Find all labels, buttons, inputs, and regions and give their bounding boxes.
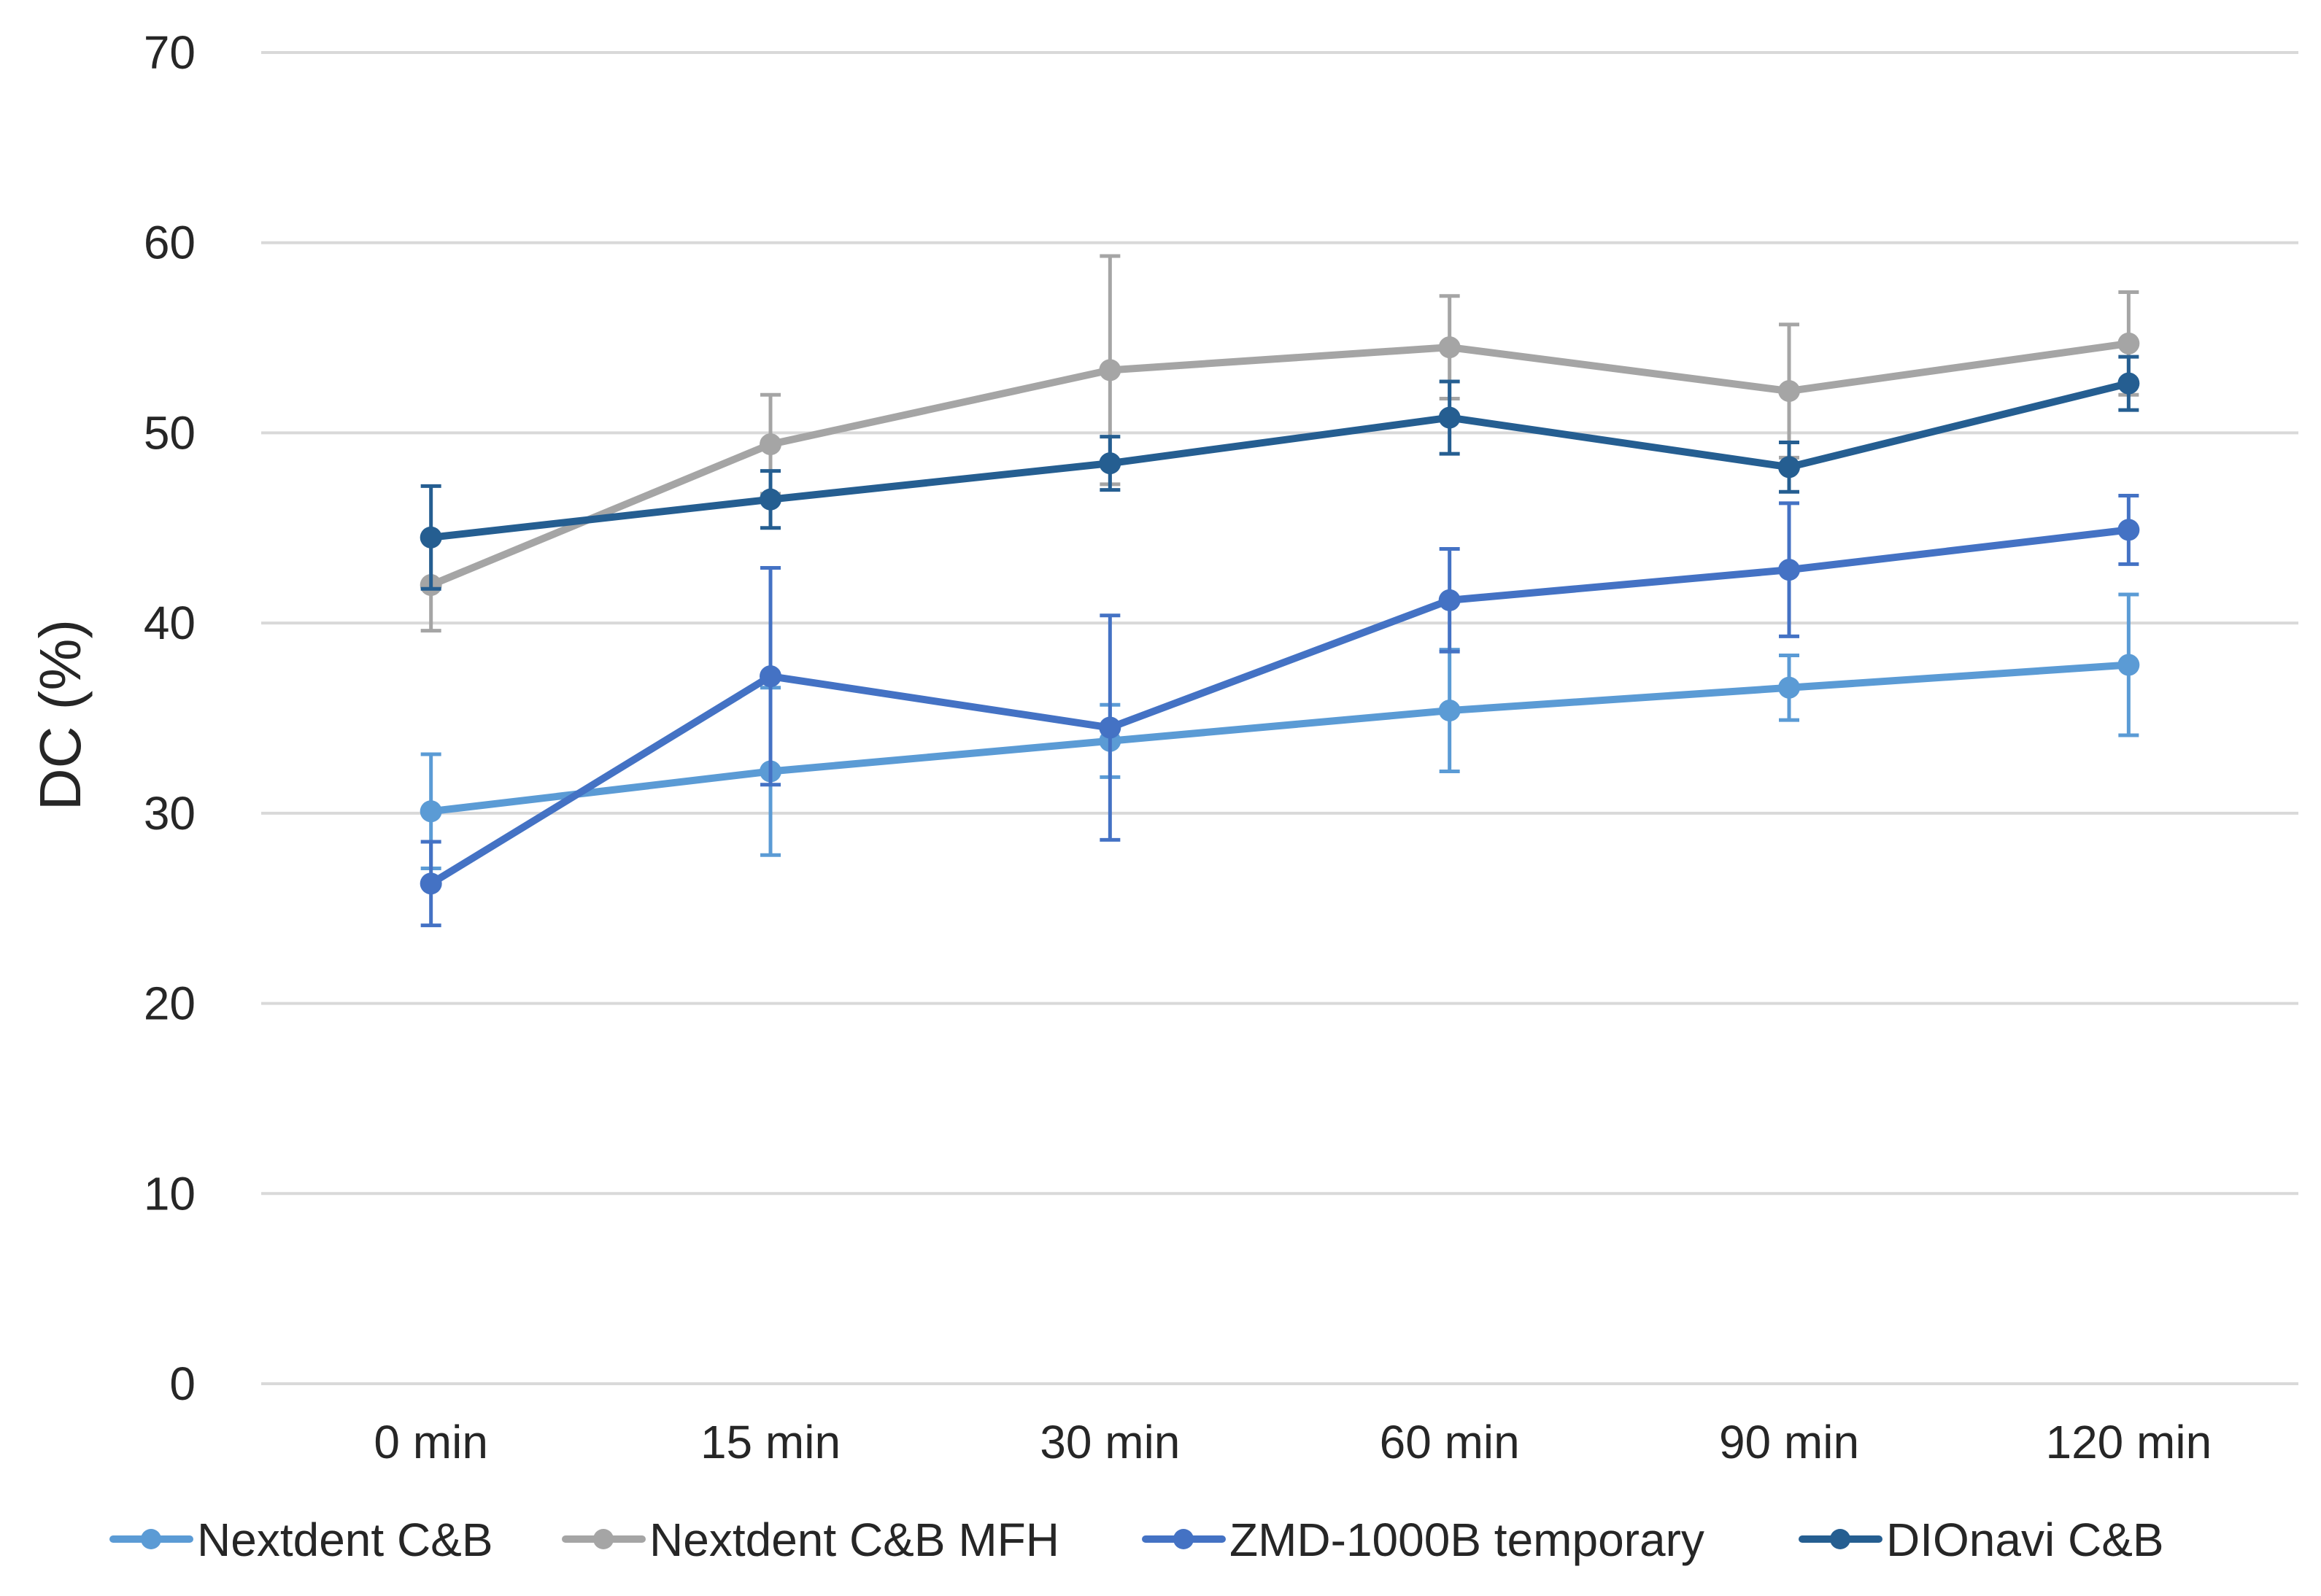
y-tick-label: 30 <box>144 787 196 840</box>
series-line <box>427 379 2133 541</box>
data-point <box>760 665 781 688</box>
legend-item: ZMD-1000B temporary <box>1142 1514 1704 1566</box>
series-3 <box>420 355 2140 591</box>
y-axis-ticks: 0 10 20 30 40 50 60 70 <box>144 26 196 1410</box>
legend-label: Nextdent C&B MFH <box>649 1514 1059 1566</box>
legend: Nextdent C&B Nextdent C&B MFH ZMD-1000B te… <box>109 1514 2164 1566</box>
data-point <box>1778 456 1800 479</box>
series-group <box>420 254 2140 928</box>
legend-marker <box>593 1529 614 1549</box>
y-tick-label: 60 <box>144 217 196 269</box>
data-point <box>2117 372 2140 395</box>
data-point <box>1099 452 1121 475</box>
data-point <box>1099 359 1121 381</box>
data-point <box>1438 406 1461 429</box>
legend-label: ZMD-1000B temporary <box>1229 1514 1704 1566</box>
y-tick-label: 0 <box>169 1357 196 1410</box>
data-point <box>2117 654 2140 676</box>
data-point <box>420 872 442 895</box>
y-tick-label: 40 <box>144 597 196 649</box>
data-point <box>2117 519 2140 541</box>
y-tick-label: 70 <box>144 26 196 79</box>
data-point <box>2117 332 2140 355</box>
series-2 <box>420 493 2140 928</box>
legend-item: DIOnavi C&B <box>1799 1514 2164 1566</box>
data-point <box>1438 336 1461 359</box>
y-tick-label: 20 <box>144 977 196 1030</box>
x-tick-label: 15 min <box>700 1416 841 1468</box>
x-tick-label: 60 min <box>1380 1416 1520 1468</box>
series-line <box>427 339 2133 589</box>
x-tick-label: 120 min <box>2045 1416 2212 1468</box>
data-point <box>760 488 781 511</box>
legend-marker <box>141 1529 161 1549</box>
legend-marker <box>1173 1529 1194 1549</box>
data-point <box>420 526 442 549</box>
legend-marker <box>1830 1529 1850 1549</box>
series-line <box>427 526 2133 888</box>
x-axis-ticks: 0 min 15 min 30 min 60 min 90 min 120 min <box>374 1416 2212 1468</box>
data-point <box>1099 716 1121 739</box>
data-point <box>1778 380 1800 403</box>
data-point <box>1438 700 1461 722</box>
x-tick-label: 30 min <box>1040 1416 1180 1468</box>
data-point <box>1778 559 1800 581</box>
data-point <box>420 800 442 823</box>
legend-label: Nextdent C&B <box>197 1514 493 1566</box>
x-tick-label: 0 min <box>374 1416 488 1468</box>
legend-item: Nextdent C&B <box>109 1514 493 1566</box>
data-point <box>1438 589 1461 611</box>
series-line <box>427 661 2133 816</box>
y-axis-title: DC (%) <box>28 619 93 810</box>
legend-item: Nextdent C&B MFH <box>562 1514 1059 1566</box>
x-tick-label: 90 min <box>1719 1416 1859 1468</box>
y-tick-label: 10 <box>144 1167 196 1220</box>
legend-label: DIOnavi C&B <box>1886 1514 2164 1566</box>
data-point <box>1778 676 1800 699</box>
gridlines <box>261 51 2298 1385</box>
y-tick-label: 50 <box>144 406 196 459</box>
data-point <box>760 433 781 456</box>
